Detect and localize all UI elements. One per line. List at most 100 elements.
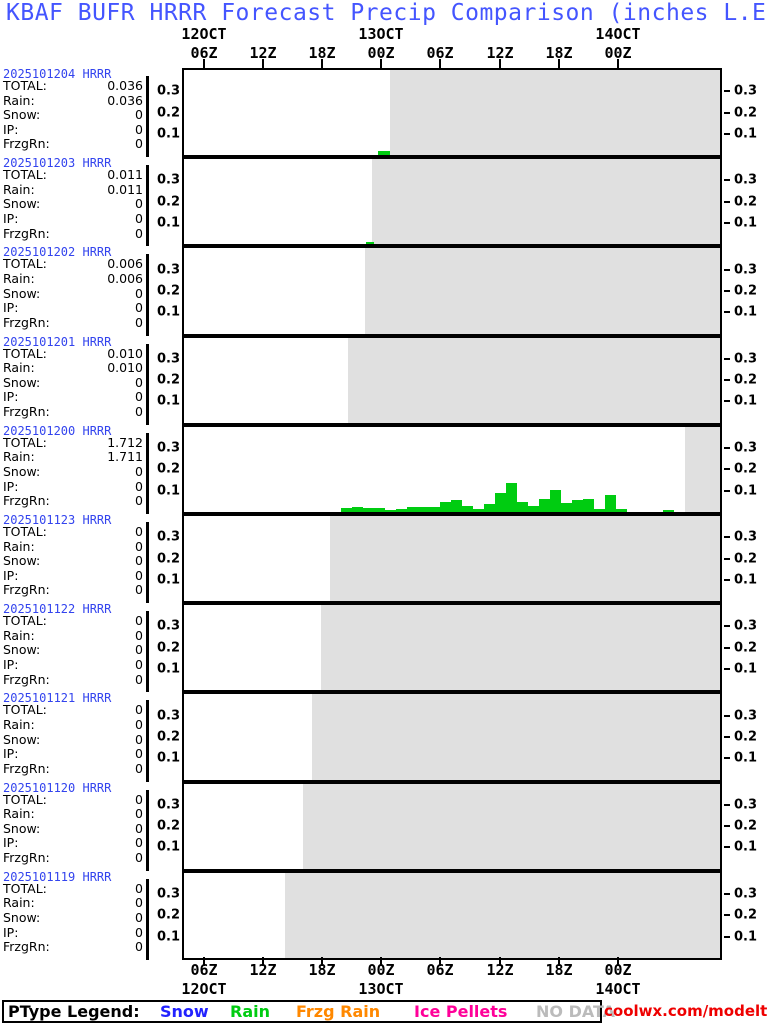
credit-link[interactable]: coolwx.com/modelts xyxy=(604,1002,768,1020)
stat-key: Snow: xyxy=(3,285,41,301)
y-tick-label-right: 0.3 xyxy=(734,618,758,634)
precip-bars xyxy=(184,427,720,512)
stat-key: TOTAL: xyxy=(3,702,47,718)
stat-value: 0 xyxy=(135,582,143,598)
stat-value: 0 xyxy=(135,225,143,241)
axis-day-label: 12OCT xyxy=(181,980,227,998)
label-divider xyxy=(146,76,149,158)
stat-key: IP: xyxy=(3,210,19,226)
stat-row: Snow: 0 xyxy=(3,197,143,212)
y-tick-mark-right xyxy=(724,803,730,806)
stat-key: FrzgRn: xyxy=(3,582,50,598)
y-tick-label-right: 0.2 xyxy=(734,461,758,477)
stat-key: FrzgRn: xyxy=(3,225,50,241)
axis-day-label: 13OCT xyxy=(358,980,404,998)
stat-key: IP: xyxy=(3,746,19,762)
label-divider xyxy=(146,700,149,782)
legend-frame xyxy=(2,1000,602,1023)
stat-value: 0 xyxy=(135,849,143,865)
precip-plot-area xyxy=(182,870,722,960)
y-tick-label: 0.3 xyxy=(156,440,180,456)
y-tick-mark-right xyxy=(724,289,730,292)
y-tick-label-right: 0.1 xyxy=(734,572,758,588)
stat-row: IP: 0 xyxy=(3,747,143,762)
y-tick-label: 0.2 xyxy=(156,194,180,210)
axis-tick xyxy=(262,957,264,966)
stat-value: 0 xyxy=(135,835,143,851)
stat-key: Snow: xyxy=(3,909,41,925)
stat-key: IP: xyxy=(3,121,19,137)
precip-bar xyxy=(517,501,528,512)
y-tick-mark-right xyxy=(724,447,730,450)
run-stats: TOTAL: 0.010 Rain: 0.010 Snow: 0 IP: 0 FrzgRn: 0 xyxy=(3,345,143,420)
stat-key: IP: xyxy=(3,389,19,405)
y-tick-label: 0.2 xyxy=(156,372,180,388)
stat-key: Rain: xyxy=(3,627,35,643)
label-divider xyxy=(146,254,149,336)
y-tick-label: 0.1 xyxy=(156,929,180,945)
stat-value: 0.006 xyxy=(107,270,143,286)
run-stats: TOTAL: 0 Rain: 0 Snow: 0 IP: 0 FrzgRn: 0 xyxy=(3,880,143,955)
y-tick-label: 0.2 xyxy=(156,283,180,299)
precip-bars xyxy=(184,784,720,869)
stat-row: Snow: 0 xyxy=(3,554,143,569)
precip-bar xyxy=(561,503,572,512)
forecast-run-panel: 2025101203 HRRR TOTAL: 0.011 Rain: 0.011 Snow… xyxy=(0,156,768,247)
stat-key: Rain: xyxy=(3,360,35,376)
stat-row: FrzgRn: 0 xyxy=(3,940,143,955)
stat-key: IP: xyxy=(3,478,19,494)
y-tick-label: 0.1 xyxy=(156,750,180,766)
stat-row: TOTAL: 0 xyxy=(3,703,143,718)
no-data-region xyxy=(685,426,720,512)
stat-row: Rain: 0 xyxy=(3,807,143,822)
stat-value: 0 xyxy=(135,389,143,405)
precip-bars xyxy=(184,338,720,423)
forecast-run-panel: 2025101123 HRRR TOTAL: 0 Rain: 0 Snow: 0 IP: 0 Fr… xyxy=(0,513,768,604)
stat-key: IP: xyxy=(3,567,19,583)
stat-value: 0 xyxy=(135,136,143,152)
precip-plot-area xyxy=(182,246,722,336)
no-data-region xyxy=(365,248,720,334)
stat-value: 0.006 xyxy=(107,256,143,272)
stat-row: IP: 0 xyxy=(3,210,143,227)
stat-value: 0 xyxy=(135,746,143,762)
run-label-block: 2025101122 HRRR TOTAL: 0 Rain: 0 Snow: 0 IP: 0 Fr… xyxy=(0,602,188,693)
stat-row: FrzgRn: 0 xyxy=(3,225,143,242)
stat-row: Rain: 1.711 xyxy=(3,450,143,465)
run-header: 2025101204 HRRR xyxy=(3,67,112,81)
stat-row: TOTAL: 0.036 xyxy=(3,78,143,94)
y-axis-left: 0.3 0.2 0.1 xyxy=(150,246,188,335)
axis-tick xyxy=(439,59,441,68)
axis-hour-label: 06Z xyxy=(190,961,218,979)
stat-value: 0 xyxy=(135,939,143,955)
stat-row: TOTAL: 0 xyxy=(3,614,143,629)
legend-item-no-data: NO DATA xyxy=(536,1002,616,1021)
y-tick-label: 0.2 xyxy=(156,551,180,567)
y-tick-mark-right xyxy=(724,625,730,628)
precip-bar xyxy=(663,509,674,512)
stat-value: 0 xyxy=(135,403,143,419)
stat-row: Snow: 0 xyxy=(3,643,143,658)
forecast-run-panel: 2025101119 HRRR TOTAL: 0 Rain: 0 Snow: 0 IP: 0 Fr… xyxy=(0,870,768,960)
stat-value: 0 xyxy=(135,627,143,643)
stat-key: Rain: xyxy=(3,538,35,554)
stat-value: 0 xyxy=(135,880,143,896)
stat-row: Snow: 0 xyxy=(3,108,143,123)
y-tick-label: 0.1 xyxy=(156,393,180,409)
stat-key: Rain: xyxy=(3,895,35,911)
precip-plot-area xyxy=(182,692,722,782)
y-tick-mark-right xyxy=(724,935,730,938)
y-tick-label: 0.3 xyxy=(156,351,180,367)
stat-value: 0 xyxy=(135,613,143,629)
stat-key: IP: xyxy=(3,924,19,940)
axis-tick xyxy=(321,59,323,68)
stat-value: 0 xyxy=(135,760,143,776)
stat-row: Rain: 0 xyxy=(3,627,143,644)
stat-key: Rain: xyxy=(3,181,35,197)
y-tick-label: 0.1 xyxy=(156,304,180,320)
page-title: KBAF BUFR HRRR Forecast Precip Compariso… xyxy=(6,0,768,26)
stat-key: Rain: xyxy=(3,716,35,732)
stat-value: 0.010 xyxy=(107,345,143,361)
precip-bar xyxy=(528,505,539,512)
